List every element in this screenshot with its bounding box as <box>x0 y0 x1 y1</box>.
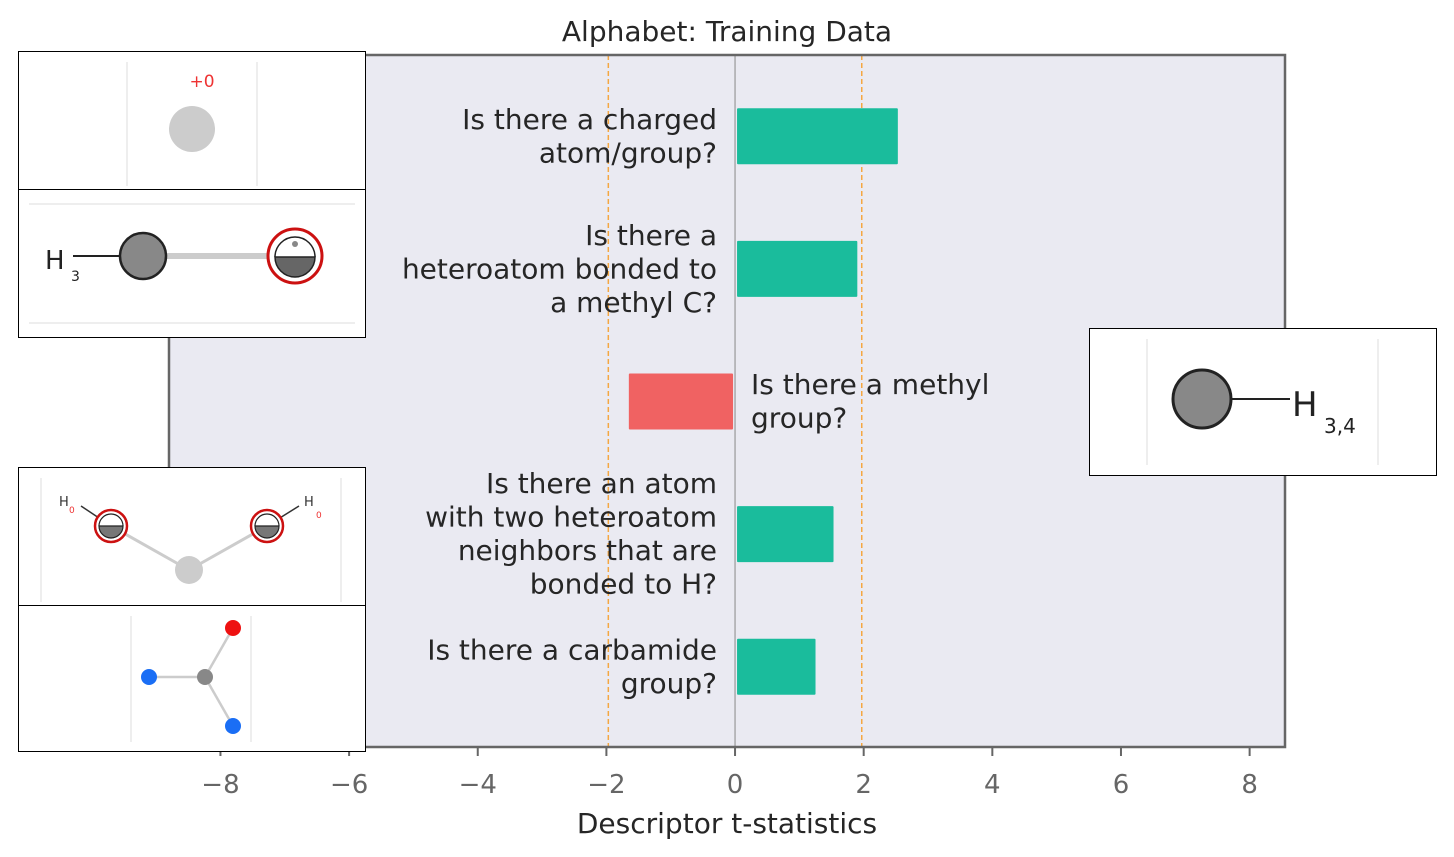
right-h-subscript: 0 <box>316 511 322 521</box>
right-hetero-atom-icon <box>254 525 280 539</box>
bar-label-line: group? <box>621 667 717 700</box>
bar-label-line: with two heteroatom <box>425 501 717 534</box>
x-tick-label: 2 <box>855 770 872 800</box>
atom-label-h: H <box>1292 385 1318 425</box>
bar-label-line: bonded to H? <box>530 568 717 601</box>
x-tick-label: −2 <box>587 770 625 800</box>
left-h-subscript: 0 <box>69 506 75 516</box>
hetero-atom-icon <box>274 256 316 278</box>
bar-label-line: neighbors that are <box>458 534 717 567</box>
bar <box>628 373 734 430</box>
carbon-atom-icon <box>1171 368 1233 430</box>
inset-two-heteroatoms: H 0 H 0 <box>18 467 366 607</box>
oxygen-atom-icon <box>225 620 241 636</box>
bar-label-line: Is there a charged <box>462 103 717 136</box>
charge-label: +0 <box>189 72 214 92</box>
bars <box>628 108 898 695</box>
bar <box>737 108 898 165</box>
x-axis-ticks: −8 −6 −4 −2 0 2 4 6 8 <box>201 747 1258 800</box>
bar <box>737 506 834 563</box>
bar-label: Is there a methyl group? <box>751 368 989 435</box>
inset-charged-atom: +0 <box>18 51 366 191</box>
bar-label-line: a methyl C? <box>550 286 717 319</box>
atom-subscript: 3,4 <box>1324 414 1356 438</box>
x-tick-label: −6 <box>330 770 368 800</box>
x-tick-label: −4 <box>459 770 497 800</box>
x-tick-label: 6 <box>1113 770 1130 800</box>
x-tick-label: 8 <box>1241 770 1258 800</box>
bar-label-line: Is there an atom <box>486 467 717 500</box>
bar-label: Is there an atom with two heteroatom neigh… <box>425 467 717 600</box>
bar-label-line: heteroatom bonded to <box>402 252 717 285</box>
atom-subscript: 3 <box>71 269 80 285</box>
x-tick-label: −8 <box>201 770 239 800</box>
bar-label-line: Is there a <box>585 219 717 252</box>
nitrogen-atom-icon <box>141 669 157 685</box>
bar-label-line: atom/group? <box>539 136 717 169</box>
inset-methyl-heteroatom: H 3 <box>18 189 366 338</box>
right-h-label: H <box>304 495 314 510</box>
x-axis-label: Descriptor t-statistics <box>577 807 877 840</box>
atom-icon <box>169 106 215 152</box>
center-atom-icon <box>175 556 203 584</box>
nitrogen-atom-icon <box>225 718 241 734</box>
carbon-atom-icon <box>118 231 168 281</box>
inset-methyl-group: H 3,4 <box>1089 328 1437 476</box>
significance-lines <box>607 55 863 747</box>
bar <box>737 638 816 695</box>
bar-label: Is there a heteroatom bonded to a methyl C… <box>402 219 717 319</box>
bar-label-line: Is there a methyl <box>751 368 989 401</box>
left-h-label: H <box>59 495 69 510</box>
bar-label: Is there a charged atom/group? <box>462 103 717 170</box>
x-tick-label: 4 <box>984 770 1001 800</box>
chart-title: Alphabet: Training Data <box>562 15 892 48</box>
left-hetero-atom-icon <box>98 525 124 539</box>
x-tick-label: 0 <box>727 770 744 800</box>
inset-carbamide <box>18 605 366 752</box>
bar-label-line: Is there a carbamide <box>427 633 717 666</box>
carbon-atom-icon <box>197 669 213 685</box>
atom-label-h: H <box>45 246 65 276</box>
bar-label-line: group? <box>751 402 847 435</box>
bar <box>737 240 858 297</box>
bar-label: Is there a carbamide group? <box>427 633 717 700</box>
